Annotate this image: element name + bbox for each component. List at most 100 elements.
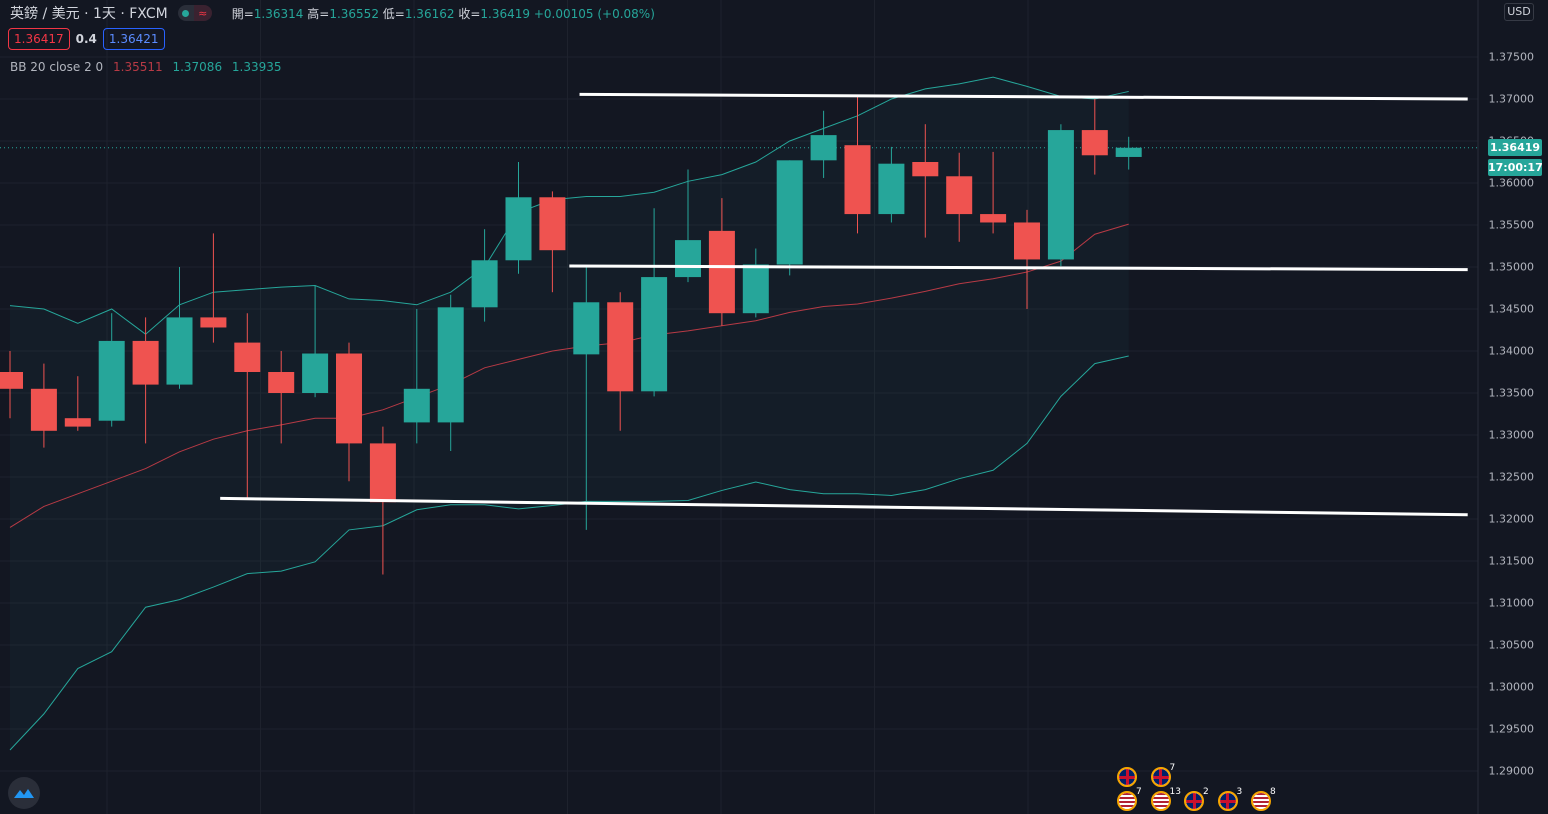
last-price-tag: 1.36419 xyxy=(1488,138,1542,156)
price-axis-label: 1.31000 xyxy=(1488,596,1535,610)
open-value: 1.36314 xyxy=(253,6,304,21)
countdown-tag: 17:00:17 xyxy=(1488,158,1543,176)
trendline xyxy=(569,264,1468,272)
chart-legend: 英鎊 / 美元 · 1天 · FXCM ≈ 開=1.36314 高=1.3655… xyxy=(10,3,655,23)
candle-body xyxy=(641,277,668,392)
candle-body xyxy=(166,317,193,385)
bb-basis-value: 1.35511 xyxy=(113,60,163,74)
event-count: 7 xyxy=(1136,787,1142,797)
indicator-name: BB 20 close 2 0 xyxy=(10,60,104,74)
us-flag-icon[interactable] xyxy=(1117,791,1137,811)
open-label: 開 xyxy=(231,6,244,21)
candle-body xyxy=(403,388,430,423)
candle-body xyxy=(505,197,532,261)
trendline xyxy=(220,496,1468,517)
event-count: 8 xyxy=(1270,787,1276,797)
candle-body xyxy=(946,176,973,215)
spread-value: 0.4 xyxy=(75,32,97,46)
close-value: 1.36419 xyxy=(480,6,531,21)
uk-flag-icon[interactable] xyxy=(1117,767,1137,787)
symbol-title[interactable]: 英鎊 / 美元 · 1天 · FXCM xyxy=(10,6,168,22)
bollinger-legend[interactable]: BB 20 close 2 0 1.35511 1.37086 1.33935 xyxy=(10,60,282,74)
logo-icon xyxy=(14,789,34,798)
market-open-icon xyxy=(177,5,194,21)
wave-icon: ≈ xyxy=(193,5,212,21)
event-count: 7 xyxy=(1169,763,1176,773)
market-status[interactable]: ≈ xyxy=(177,5,212,21)
uk-flag-icon[interactable] xyxy=(1150,767,1171,787)
price-axis-label: 1.32500 xyxy=(1488,470,1535,484)
candle-body xyxy=(302,353,329,393)
candle-body xyxy=(200,317,227,328)
candle-body xyxy=(878,163,905,215)
low-label: 低 xyxy=(382,6,395,21)
price-axis-label: 1.33000 xyxy=(1488,428,1535,442)
us-flag-icon[interactable] xyxy=(1251,791,1271,811)
low-value: 1.36162 xyxy=(404,6,455,21)
price-axis-label: 1.29000 xyxy=(1488,764,1535,778)
bb-lower-value: 1.33935 xyxy=(231,60,282,74)
close-label: 收 xyxy=(458,6,471,21)
quote-row: 1.36417 0.4 1.36421 xyxy=(8,28,165,50)
price-axis-label: 1.36000 xyxy=(1488,176,1535,190)
candle-body xyxy=(0,372,23,389)
event-count: 3 xyxy=(1236,787,1243,797)
price-axis-label: 1.37000 xyxy=(1488,92,1535,106)
candle-body xyxy=(268,372,295,393)
us-flag-icon[interactable] xyxy=(1150,791,1171,811)
price-axis-label: 1.32000 xyxy=(1488,512,1535,526)
price-axis-label: 1.30500 xyxy=(1488,638,1535,652)
candle-body xyxy=(64,418,91,427)
high-value: 1.36552 xyxy=(329,6,379,21)
bb-basis-line xyxy=(9,223,1129,528)
price-axis-label: 1.34500 xyxy=(1488,302,1535,316)
bollinger-band-fill xyxy=(10,77,1129,750)
candle-body xyxy=(573,302,600,355)
candle-body xyxy=(675,240,701,278)
candle-body xyxy=(607,302,634,392)
candle-body xyxy=(708,230,735,314)
candle-body xyxy=(1047,130,1074,260)
candle-body xyxy=(437,307,464,423)
uk-flag-icon[interactable] xyxy=(1184,791,1204,811)
candle-body xyxy=(98,340,125,421)
candle-body xyxy=(1115,147,1142,157)
candle-body xyxy=(912,162,939,177)
candle-body xyxy=(844,145,871,215)
ohlc-values: 開=1.36314 高=1.36552 低=1.36162 收=1.36419 … xyxy=(231,6,655,21)
candle-body xyxy=(369,443,396,503)
candle-body xyxy=(810,135,837,161)
price-axis-label: 1.35500 xyxy=(1488,218,1535,232)
change-value: +0.00105 (+0.08%) xyxy=(533,6,655,21)
price-axis-label: 1.34000 xyxy=(1488,344,1535,358)
sell-button[interactable]: 1.36417 xyxy=(8,28,70,50)
candle-body xyxy=(1081,130,1108,156)
candle-body xyxy=(234,342,261,372)
bb-upper-line xyxy=(9,76,1129,335)
candle-body xyxy=(539,197,566,251)
price-axis-label: 1.35000 xyxy=(1488,260,1535,274)
price-axis-label: 1.29500 xyxy=(1488,722,1535,736)
candle-body xyxy=(776,160,803,265)
candle-body xyxy=(742,264,769,314)
candle-body xyxy=(1014,222,1040,260)
tradingview-logo[interactable] xyxy=(8,777,40,809)
candle-body xyxy=(336,353,362,444)
candle-body xyxy=(980,214,1007,223)
price-axis-label: 1.33500 xyxy=(1488,386,1535,400)
candle-body xyxy=(132,340,159,385)
price-axis-label: 1.30000 xyxy=(1488,680,1535,694)
event-count: 2 xyxy=(1203,787,1209,797)
trendline xyxy=(579,92,1468,101)
high-label: 高 xyxy=(307,6,320,21)
event-count: 13 xyxy=(1169,787,1181,797)
buy-button[interactable]: 1.36421 xyxy=(102,28,165,50)
uk-flag-icon[interactable] xyxy=(1217,791,1238,811)
price-axis-label: 1.37500 xyxy=(1488,50,1535,64)
candle-body xyxy=(471,260,498,308)
bb-upper-value: 1.37086 xyxy=(172,60,223,74)
candle-body xyxy=(30,388,57,431)
currency-button[interactable]: USD xyxy=(1504,3,1534,21)
